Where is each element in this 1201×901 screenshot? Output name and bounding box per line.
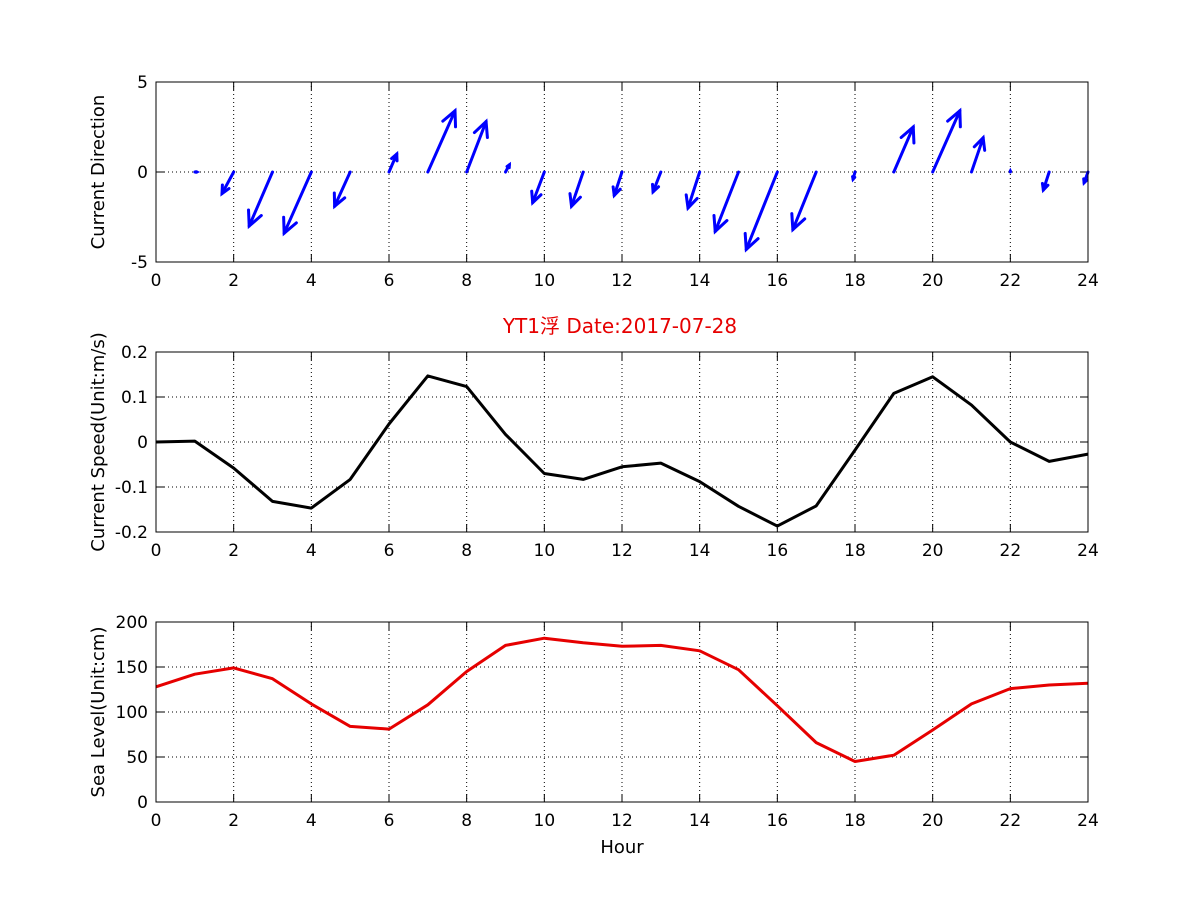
direction-arrow (851, 170, 857, 183)
direction-arrow (530, 170, 546, 206)
direction-arrow (712, 170, 740, 235)
direction-arrow (790, 170, 818, 233)
x-tick-label: 12 (611, 811, 633, 831)
x-tick-label: 8 (461, 541, 472, 561)
x-tick-label: 10 (534, 811, 556, 831)
axes-box (155, 81, 1089, 263)
axes-box (155, 351, 1089, 533)
x-tick-label: 16 (767, 271, 789, 291)
y-tick-label: 0 (137, 793, 148, 813)
y-tick-label: 0 (137, 163, 148, 183)
x-tick-label: 0 (151, 271, 162, 291)
x-tick-label: 18 (844, 271, 866, 291)
figure-title: YT1浮 Date:2017-07-28 (502, 314, 737, 338)
direction-arrow (426, 107, 458, 174)
direction-arrow (684, 170, 702, 212)
x-tick-label: 24 (1077, 541, 1099, 561)
x-tick-label: 0 (151, 811, 162, 831)
direction-arrow (892, 123, 916, 174)
y-tick-label: 50 (126, 748, 148, 768)
direction-arrow (282, 170, 313, 237)
x-tick-label: 24 (1077, 811, 1099, 831)
x-tick-label: 18 (844, 541, 866, 561)
x-tick-label: 12 (611, 541, 633, 561)
series-line (155, 636, 1089, 763)
x-tick-label: 22 (1000, 271, 1022, 291)
y-tick-label: 0.2 (121, 343, 148, 363)
x-tick-label: 4 (306, 811, 317, 831)
y-tick-label: -0.2 (115, 523, 148, 543)
x-tick-label: 16 (767, 541, 789, 561)
y-tick-label: 0 (137, 433, 148, 453)
direction-arrow (568, 170, 585, 210)
direction-arrow (651, 170, 663, 196)
x-tick-label: 8 (461, 271, 472, 291)
x-tick-label: 24 (1077, 271, 1099, 291)
x-tick-label: 20 (922, 811, 944, 831)
x-tick-label: 10 (534, 271, 556, 291)
current-speed-panel: 0 2 4 6 8 10 12 14 16 18 20 22 24-0.2-0.100.10.2Curr… (88, 332, 1099, 561)
x-tick-label: 6 (384, 271, 395, 291)
y-tick-label: 0.1 (121, 388, 148, 408)
direction-arrow (931, 107, 962, 174)
series-line (155, 374, 1089, 528)
x-tick-label: 18 (844, 811, 866, 831)
x-tick-label: 6 (384, 811, 395, 831)
direction-arrow (970, 134, 987, 174)
direction-arrow (611, 170, 624, 199)
y-tick-label: 5 (137, 73, 148, 93)
x-tick-label: 2 (228, 811, 239, 831)
x-tick-label: 4 (306, 541, 317, 561)
direction-arrow (193, 170, 201, 174)
direction-arrow (743, 170, 779, 253)
x-tick-label: 12 (611, 271, 633, 291)
x-tick-label: 20 (922, 271, 944, 291)
x-tick-label: 22 (1000, 541, 1022, 561)
y-tick-label: -0.1 (115, 478, 148, 498)
direction-arrow (387, 150, 399, 174)
x-tick-label: 14 (689, 811, 711, 831)
y-tick-label: 100 (116, 703, 148, 723)
x-tick-label: 22 (1000, 811, 1022, 831)
x-tick-label: 14 (689, 271, 711, 291)
direction-arrow (1082, 170, 1090, 187)
direction-arrow (220, 170, 236, 197)
axes-box (155, 621, 1089, 803)
x-tick-label: 20 (922, 541, 944, 561)
x-axis-label: Hour (600, 837, 644, 858)
y-tick-label: 150 (116, 658, 148, 678)
direction-arrow (465, 118, 489, 174)
direction-arrow (332, 170, 352, 210)
direction-arrow (1040, 170, 1051, 194)
direction-arrow (504, 161, 512, 174)
y-axis-label: Current Speed(Unit:m/s) (88, 332, 109, 551)
x-tick-label: 10 (534, 541, 556, 561)
x-tick-label: 8 (461, 811, 472, 831)
x-tick-label: 4 (306, 271, 317, 291)
x-tick-label: 6 (384, 541, 395, 561)
x-tick-label: 16 (767, 811, 789, 831)
y-tick-label: -5 (131, 253, 148, 273)
x-tick-label: 14 (689, 541, 711, 561)
y-axis-label: Sea Level(Unit:cm) (88, 627, 109, 798)
x-tick-label: 2 (228, 271, 239, 291)
x-tick-label: 2 (228, 541, 239, 561)
x-tick-label: 0 (151, 541, 162, 561)
y-axis-label: Current Direction (88, 95, 109, 250)
y-tick-label: 200 (116, 613, 148, 633)
direction-arrow (247, 170, 274, 230)
